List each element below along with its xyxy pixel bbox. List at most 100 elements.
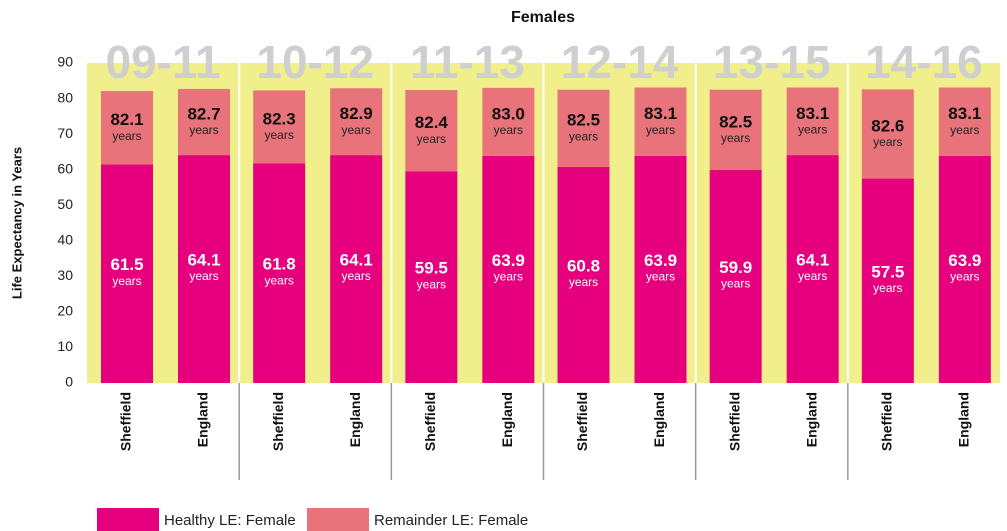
unit-label: years [494, 270, 523, 284]
x-tick-label: Sheffield [422, 392, 438, 451]
unit-label: years [798, 269, 827, 283]
legend-label: Remainder LE: Female [374, 512, 528, 529]
x-tick-label: Sheffield [879, 392, 895, 451]
healthy-label: 63.9 [644, 251, 677, 270]
healthy-label: 63.9 [492, 251, 525, 270]
bar-segment [861, 89, 914, 179]
bar-segment [101, 164, 153, 383]
bar-segment [634, 87, 687, 156]
healthy-label: 61.5 [110, 255, 143, 274]
bar-segment [709, 170, 762, 383]
x-tick-label: England [347, 392, 363, 447]
period-label: 12-14 [561, 36, 679, 88]
total-label: 82.4 [415, 113, 449, 132]
period-label: 14-16 [865, 36, 983, 88]
bar-segment [938, 87, 991, 156]
bar-segment [330, 155, 383, 383]
healthy-label: 59.5 [415, 259, 448, 278]
bar-segment [634, 155, 687, 383]
period-label: 09-11 [106, 36, 221, 88]
unit-label: years [646, 270, 675, 284]
y-tick-label: 10 [57, 338, 73, 354]
bar-segment [786, 87, 839, 156]
unit-label: years [569, 129, 598, 143]
total-label: 82.9 [340, 104, 373, 123]
unit-label: years [112, 274, 141, 288]
bar-segment [786, 155, 839, 383]
unit-label: years [646, 123, 675, 137]
total-label: 82.1 [110, 110, 143, 129]
bar-segment [938, 155, 991, 383]
total-label: 83.1 [948, 104, 981, 123]
healthy-label: 60.8 [567, 256, 600, 275]
unit-label: years [341, 269, 370, 283]
bar-segment [405, 171, 458, 383]
bar-segment [482, 155, 535, 383]
unit-label: years [417, 277, 446, 291]
unit-label: years [417, 132, 446, 146]
chart-title: Females [511, 9, 575, 26]
legend-label: Healthy LE: Female [164, 512, 296, 529]
x-tick-label: England [956, 392, 972, 447]
unit-label: years [721, 277, 750, 291]
unit-label: years [189, 123, 218, 137]
total-label: 83.0 [492, 104, 525, 123]
unit-label: years [112, 129, 141, 143]
bar-segment [557, 166, 610, 383]
healthy-label: 61.8 [263, 255, 296, 274]
x-tick-label: England [803, 392, 819, 447]
y-tick-label: 0 [65, 374, 73, 390]
legend-swatch [97, 508, 159, 531]
unit-label: years [721, 131, 750, 145]
unit-label: years [494, 123, 523, 137]
bar-segment [709, 89, 762, 171]
total-label: 82.5 [719, 112, 752, 131]
period-label: 11-13 [410, 36, 525, 88]
x-tick-label: England [651, 392, 667, 447]
y-tick-label: 70 [57, 125, 73, 141]
y-tick-label: 50 [57, 196, 73, 212]
legend-swatch [307, 508, 369, 531]
x-tick-label: Sheffield [270, 392, 286, 451]
x-tick-label: Sheffield [118, 392, 134, 451]
unit-label: years [798, 122, 827, 136]
y-tick-label: 60 [57, 160, 73, 176]
y-axis-label: Life Expectancy in Years [9, 147, 24, 299]
total-label: 82.6 [871, 116, 904, 135]
period-label: 13-15 [713, 36, 831, 88]
healthy-label: 64.1 [187, 251, 220, 270]
y-tick-label: 40 [57, 231, 73, 247]
unit-label: years [569, 275, 598, 289]
y-tick-label: 30 [57, 267, 73, 283]
unit-label: years [950, 270, 979, 284]
bar-segment [482, 87, 535, 156]
x-tick-label: England [195, 392, 211, 447]
bar-segment [101, 91, 153, 165]
healthy-label: 64.1 [796, 251, 829, 270]
total-label: 82.7 [187, 105, 220, 124]
healthy-label: 63.9 [948, 251, 981, 270]
unit-label: years [873, 135, 902, 149]
total-label: 83.1 [644, 104, 677, 123]
period-label: 10-12 [256, 36, 374, 88]
bar-segment [178, 155, 230, 383]
healthy-label: 57.5 [871, 262, 904, 281]
healthy-label: 59.9 [719, 258, 752, 277]
healthy-label: 64.1 [340, 251, 373, 270]
unit-label: years [341, 123, 370, 137]
bar-segment [330, 88, 383, 156]
bar-segment [861, 178, 914, 383]
x-tick-label: Sheffield [574, 392, 590, 451]
x-tick-label: Sheffield [726, 392, 742, 451]
bar-segment [178, 88, 230, 156]
total-label: 82.5 [567, 111, 600, 130]
y-tick-label: 90 [57, 54, 73, 70]
bar-segment [557, 89, 610, 167]
unit-label: years [264, 273, 293, 287]
unit-label: years [873, 281, 902, 295]
bar-segment [253, 90, 306, 164]
unit-label: years [264, 128, 293, 142]
y-tick-label: 80 [57, 89, 73, 105]
y-tick-label: 20 [57, 303, 73, 319]
